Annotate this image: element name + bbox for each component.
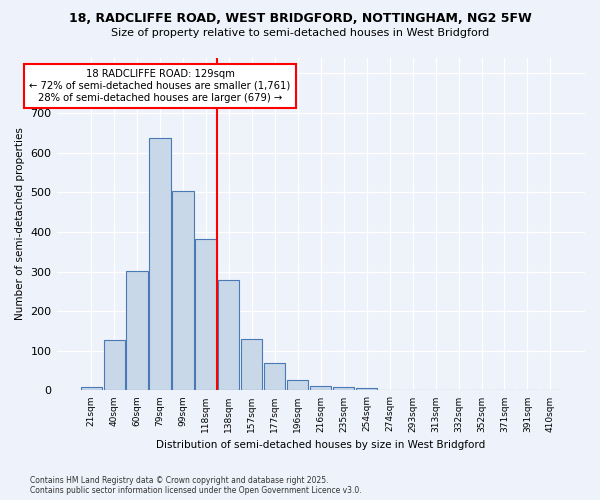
Bar bbox=[264, 362, 286, 390]
Y-axis label: Number of semi-detached properties: Number of semi-detached properties bbox=[15, 128, 25, 320]
Bar bbox=[241, 339, 262, 390]
Text: Size of property relative to semi-detached houses in West Bridgford: Size of property relative to semi-detach… bbox=[111, 28, 489, 38]
Bar bbox=[287, 380, 308, 390]
Bar bbox=[127, 270, 148, 390]
Bar bbox=[172, 191, 194, 390]
Bar bbox=[218, 280, 239, 390]
Bar bbox=[310, 386, 331, 390]
Bar bbox=[356, 388, 377, 390]
Text: 18, RADCLIFFE ROAD, WEST BRIDGFORD, NOTTINGHAM, NG2 5FW: 18, RADCLIFFE ROAD, WEST BRIDGFORD, NOTT… bbox=[68, 12, 532, 26]
X-axis label: Distribution of semi-detached houses by size in West Bridgford: Distribution of semi-detached houses by … bbox=[156, 440, 485, 450]
Bar bbox=[333, 388, 354, 390]
Text: 18 RADCLIFFE ROAD: 129sqm
← 72% of semi-detached houses are smaller (1,761)
28% : 18 RADCLIFFE ROAD: 129sqm ← 72% of semi-… bbox=[29, 70, 290, 102]
Text: Contains HM Land Registry data © Crown copyright and database right 2025.
Contai: Contains HM Land Registry data © Crown c… bbox=[30, 476, 362, 495]
Bar bbox=[196, 238, 217, 390]
Bar bbox=[149, 138, 170, 390]
Bar bbox=[104, 340, 125, 390]
Bar bbox=[80, 388, 101, 390]
